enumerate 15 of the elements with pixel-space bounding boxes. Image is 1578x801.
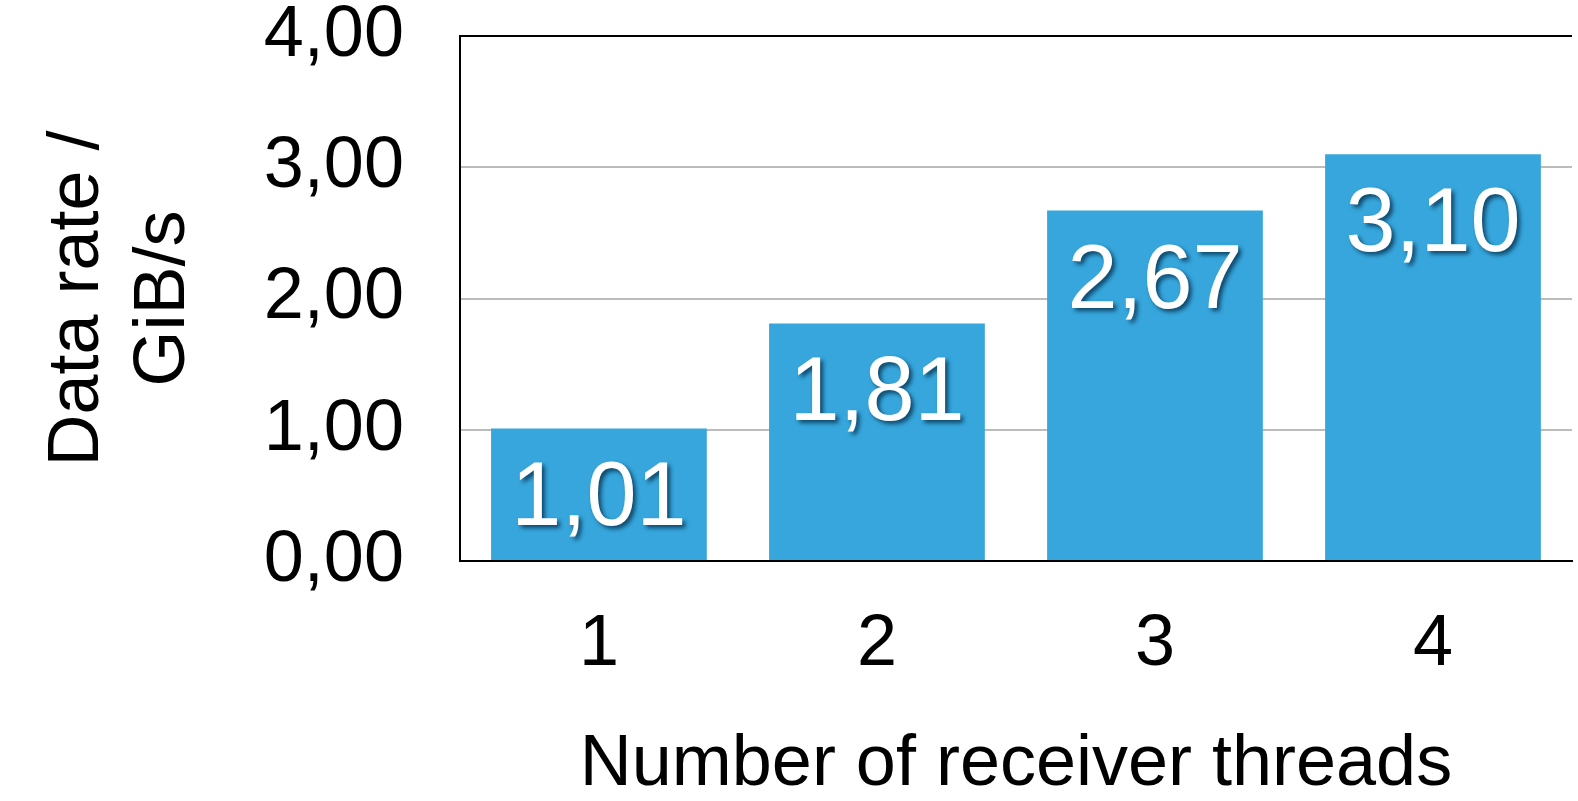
y-tick-label: 4,00: [263, 0, 404, 71]
y-tick-label: 3,00: [263, 122, 404, 203]
y-tick-label: 1,00: [263, 384, 404, 465]
y-axis-title: Data rate / GiB/s: [33, 130, 200, 467]
data-label: 2,67: [1067, 226, 1243, 327]
x-tick-label: 4: [1412, 599, 1454, 680]
data-label: 1,01: [511, 444, 687, 545]
y-tick-label: 2,00: [263, 253, 404, 334]
x-tick-label: 3: [1134, 599, 1175, 680]
x-axis-title: Number of receiver threads: [579, 719, 1453, 800]
data-label: 3,10: [1345, 170, 1521, 271]
data-label: 1,81: [789, 339, 965, 440]
y-tick-label: 0,00: [263, 515, 404, 596]
x-tick-label: 1: [578, 599, 619, 680]
x-tick-label: 2: [856, 599, 897, 680]
